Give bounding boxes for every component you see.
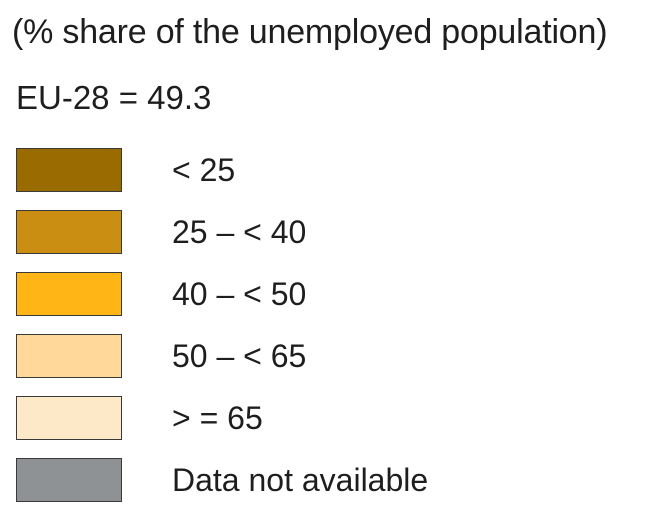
legend-item-50-65: 50 – < 65 (16, 332, 636, 380)
legend-swatch-25-40 (16, 210, 122, 254)
legend-swatch-40-50 (16, 272, 122, 316)
legend-subtitle: (% share of the unemployed population) (12, 13, 608, 51)
legend-swatch-65-plus (16, 396, 122, 440)
legend-item-no-data: Data not available (16, 456, 636, 504)
map-legend: < 25 25 – < 40 40 – < 50 50 – < 65 > = 6… (16, 146, 636, 518)
legend-item-25-40: 25 – < 40 (16, 208, 636, 256)
legend-label-65-plus: > = 65 (172, 400, 263, 436)
legend-label-no-data: Data not available (172, 462, 429, 498)
legend-item-40-50: 40 – < 50 (16, 270, 636, 318)
legend-swatch-under-25 (16, 148, 122, 192)
legend-label-50-65: 50 – < 65 (172, 338, 307, 374)
legend-swatch-50-65 (16, 334, 122, 378)
legend-label-25-40: 25 – < 40 (172, 214, 307, 250)
legend-label-under-25: < 25 (172, 152, 236, 188)
legend-item-under-25: < 25 (16, 146, 636, 194)
legend-swatch-no-data (16, 458, 122, 502)
legend-item-65-plus: > = 65 (16, 394, 636, 442)
legend-label-40-50: 40 – < 50 (172, 276, 307, 312)
eu-average-value: EU-28 = 49.3 (16, 79, 212, 116)
